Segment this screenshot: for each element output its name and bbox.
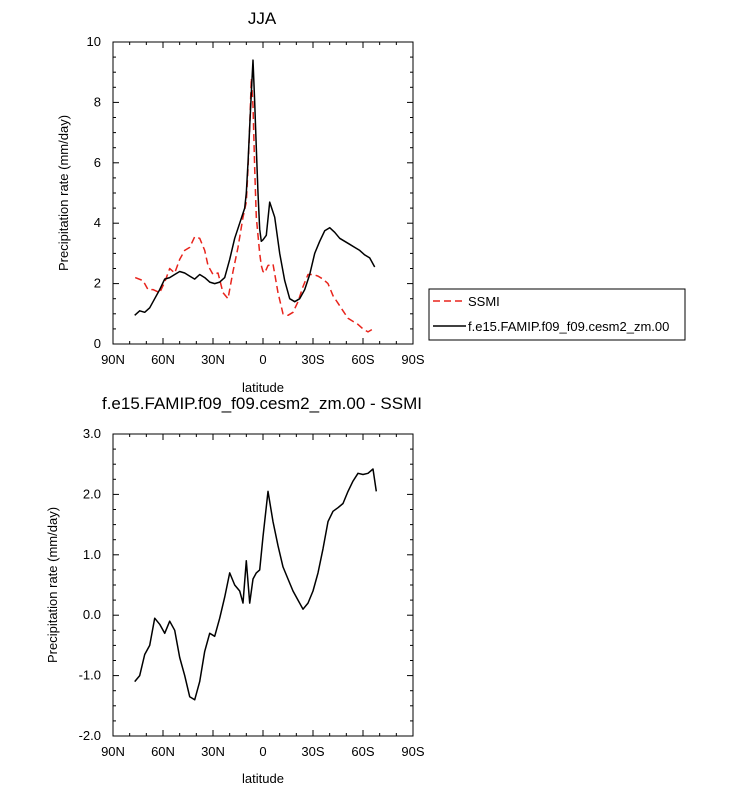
x-tick-label: 90S xyxy=(401,352,424,367)
y-tick-label: 8 xyxy=(94,94,101,109)
series-lines xyxy=(134,468,378,701)
axis-ticks: 90N 60N 30N 0 30S 60S 90S 0 2 4 6 8 10 xyxy=(87,34,425,367)
x-tick-label: 30S xyxy=(301,744,324,759)
series-line-difference xyxy=(134,468,378,701)
y-tick-label: -1.0 xyxy=(79,668,101,683)
y-tick-label: 4 xyxy=(94,215,101,230)
x-tick-label: 60N xyxy=(151,744,175,759)
series-lines xyxy=(134,59,376,333)
legend: SSMI f.e15.FAMIP.f09_f09.cesm2_zm.00 xyxy=(428,288,686,341)
x-tick-label: 60S xyxy=(351,744,374,759)
x-tick-label: 30N xyxy=(201,744,225,759)
axis-ticks: 90N 60N 30N 0 30S 60S 90S -2.0 -1.0 0.0 1.0 2.0 3.0 xyxy=(79,426,425,759)
x-tick-label: 30N xyxy=(201,352,225,367)
x-tick-label: 90S xyxy=(401,744,424,759)
legend-box xyxy=(428,288,686,341)
x-axis-label: latitude xyxy=(242,380,284,395)
y-tick-label: 1.0 xyxy=(83,547,101,562)
x-tick-label: 0 xyxy=(259,352,266,367)
y-tick-label: 6 xyxy=(94,155,101,170)
chart-title: f.e15.FAMIP.f09_f09.cesm2_zm.00 - SSMI xyxy=(102,394,422,413)
x-tick-label: 0 xyxy=(259,744,266,759)
y-tick-label: 3.0 xyxy=(83,426,101,441)
y-tick-label: 0 xyxy=(94,336,101,351)
plot-frame xyxy=(112,41,414,345)
x-tick-label: 60N xyxy=(151,352,175,367)
plot-frame xyxy=(112,433,414,737)
chart-panel-bottom: f.e15.FAMIP.f09_f09.cesm2_zm.00 - SSMI 9… xyxy=(45,394,425,786)
series-line-f-e15-famip-f09-f09-cesm2-zm-00 xyxy=(134,59,376,316)
y-axis-label: Precipitation rate (mm/day) xyxy=(56,115,71,271)
y-tick-label: 0.0 xyxy=(83,607,101,622)
x-axis-label: latitude xyxy=(242,771,284,786)
x-tick-label: 90N xyxy=(101,352,125,367)
y-tick-label: 2 xyxy=(94,276,101,291)
x-tick-label: 30S xyxy=(301,352,324,367)
y-axis-label: Precipitation rate (mm/day) xyxy=(45,507,60,663)
x-tick-label: 90N xyxy=(101,744,125,759)
legend-label-ssmi: SSMI xyxy=(468,294,500,309)
y-tick-label: 2.0 xyxy=(83,486,101,501)
chart-title: JJA xyxy=(248,9,277,28)
y-tick-label: 10 xyxy=(87,34,101,49)
x-tick-label: 60S xyxy=(351,352,374,367)
legend-label-model: f.e15.FAMIP.f09_f09.cesm2_zm.00 xyxy=(468,319,669,334)
series-line-ssmi xyxy=(134,77,374,333)
y-tick-label: -2.0 xyxy=(79,728,101,743)
